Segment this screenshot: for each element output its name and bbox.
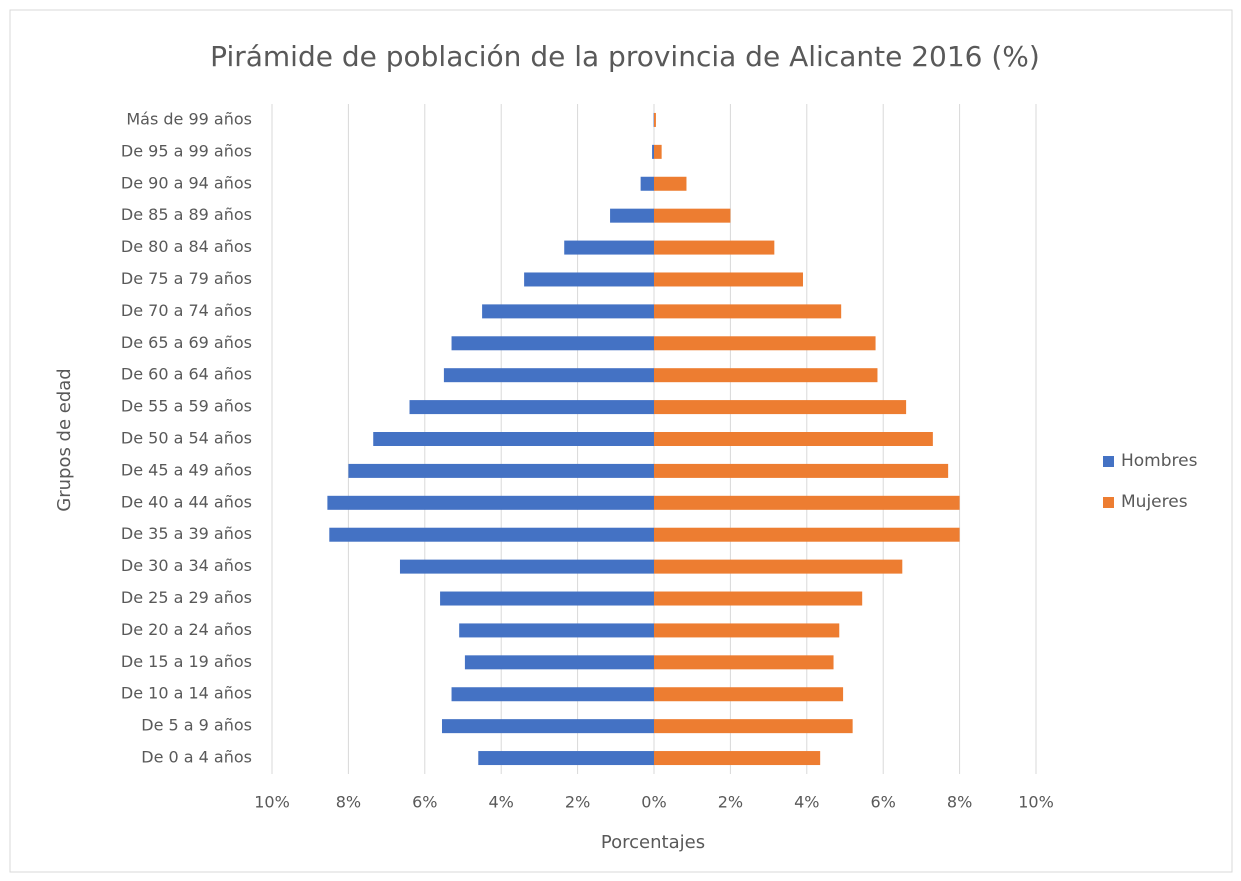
bar bbox=[654, 400, 907, 415]
y-tick-label: De 80 a 84 años bbox=[121, 237, 252, 256]
x-tick-label: 8% bbox=[336, 793, 361, 812]
bar bbox=[440, 591, 654, 606]
bar bbox=[399, 559, 654, 574]
bar bbox=[654, 336, 876, 351]
y-tick-label: De 15 a 19 años bbox=[121, 652, 252, 671]
y-tick-label: De 70 a 74 años bbox=[121, 301, 252, 320]
bar bbox=[654, 559, 903, 574]
legend-swatch bbox=[1103, 456, 1114, 467]
bar bbox=[327, 495, 654, 510]
x-tick-label: 0% bbox=[641, 793, 666, 812]
y-tick-label: De 75 a 79 años bbox=[121, 269, 252, 288]
bar bbox=[654, 368, 878, 383]
bar bbox=[373, 432, 654, 446]
y-tick-label: De 55 a 59 años bbox=[121, 397, 252, 416]
y-tick-label: De 0 a 4 años bbox=[141, 748, 252, 767]
bar bbox=[654, 208, 731, 223]
bar bbox=[654, 144, 662, 159]
bar bbox=[654, 751, 821, 766]
y-tick-label: De 65 a 69 años bbox=[121, 333, 252, 352]
bar bbox=[654, 272, 803, 287]
y-tick-label: De 95 a 99 años bbox=[121, 141, 252, 160]
bar bbox=[654, 432, 933, 446]
legend-label: Mujeres bbox=[1121, 492, 1188, 512]
bar bbox=[464, 655, 654, 670]
y-tick-label: De 25 a 29 años bbox=[121, 588, 252, 607]
y-tick-label: De 60 a 64 años bbox=[121, 365, 252, 384]
legend-label: Hombres bbox=[1121, 451, 1198, 471]
chart-title: Pirámide de población de la provincia de… bbox=[210, 40, 1040, 73]
x-tick-label: 2% bbox=[565, 793, 590, 812]
bar bbox=[443, 368, 654, 383]
bar bbox=[652, 144, 654, 159]
y-tick-label: De 40 a 44 años bbox=[121, 492, 252, 511]
y-tick-label: De 90 a 94 años bbox=[121, 173, 252, 192]
x-tick-label: 6% bbox=[412, 793, 437, 812]
x-tick-label: 10% bbox=[1018, 793, 1054, 812]
bar bbox=[654, 623, 840, 638]
bar bbox=[459, 623, 654, 638]
bar bbox=[640, 176, 654, 191]
bar bbox=[564, 240, 654, 255]
x-axis-title: Porcentajes bbox=[601, 832, 705, 853]
y-tick-label: Más de 99 años bbox=[126, 109, 252, 128]
bar bbox=[482, 304, 654, 319]
legend-swatch bbox=[1103, 497, 1114, 508]
y-tick-label: De 10 a 14 años bbox=[121, 684, 252, 703]
x-tick-label: 2% bbox=[718, 793, 743, 812]
x-tick-label: 4% bbox=[794, 793, 819, 812]
bar bbox=[610, 208, 654, 223]
x-tick-label: 4% bbox=[489, 793, 514, 812]
x-tick-label: 8% bbox=[947, 793, 972, 812]
y-tick-label: De 50 a 54 años bbox=[121, 429, 252, 448]
bar bbox=[654, 495, 960, 510]
bar bbox=[654, 655, 834, 670]
bar bbox=[524, 272, 654, 287]
bar bbox=[348, 463, 654, 478]
bar bbox=[654, 463, 949, 478]
x-tick-label: 10% bbox=[254, 793, 290, 812]
bar bbox=[654, 719, 853, 734]
bar bbox=[329, 527, 654, 542]
bar bbox=[654, 240, 775, 255]
y-tick-label: De 85 a 89 años bbox=[121, 205, 252, 224]
bar bbox=[654, 176, 687, 191]
bar bbox=[654, 527, 960, 542]
bar bbox=[478, 751, 654, 766]
bar bbox=[409, 400, 654, 415]
bar bbox=[451, 687, 654, 702]
bar bbox=[654, 112, 656, 127]
y-tick-label: De 20 a 24 años bbox=[121, 620, 252, 639]
y-tick-label: De 5 a 9 años bbox=[141, 716, 252, 735]
bar bbox=[451, 336, 654, 351]
x-tick-label: 6% bbox=[871, 793, 896, 812]
y-tick-label: De 30 a 34 años bbox=[121, 556, 252, 575]
bar bbox=[654, 591, 863, 606]
y-axis-title: Grupos de edad bbox=[54, 368, 75, 511]
bar bbox=[441, 719, 654, 734]
bar bbox=[654, 304, 842, 319]
y-tick-label: De 45 a 49 años bbox=[121, 460, 252, 479]
y-tick-label: De 35 a 39 años bbox=[121, 524, 252, 543]
bar bbox=[654, 687, 844, 702]
